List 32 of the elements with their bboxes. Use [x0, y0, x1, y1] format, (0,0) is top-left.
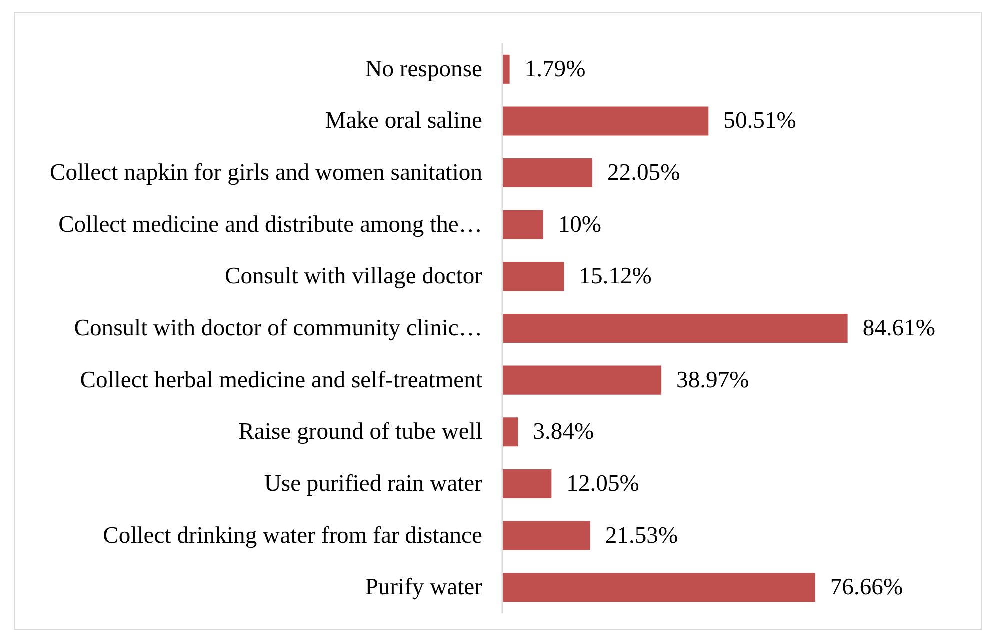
data-label: 21.53%	[605, 522, 678, 549]
bar	[502, 521, 590, 550]
y-tick-label: Raise ground of tube well	[238, 419, 483, 446]
data-label: 3.84%	[533, 419, 594, 446]
bar	[502, 469, 552, 498]
y-tick-label: Use purified rain water	[264, 470, 483, 497]
y-tick-label: Purify water	[365, 574, 483, 601]
bar	[502, 366, 662, 395]
data-label: 50.51%	[724, 108, 796, 134]
y-tick-label: Consult with village doctor	[224, 264, 483, 290]
data-label: 38.97%	[676, 367, 750, 394]
data-label: 84.61%	[862, 316, 936, 342]
bar	[502, 158, 592, 188]
bar	[502, 418, 518, 447]
data-label: 15.12%	[579, 264, 652, 290]
y-tick-label: Make oral saline	[325, 108, 483, 134]
y-tick-label: Collect napkin for girls and women sanitation	[50, 160, 483, 186]
bar	[502, 262, 564, 292]
data-label: 1.79%	[524, 56, 586, 82]
y-tick-label: Consult with doctor of community clinic…	[74, 316, 483, 342]
data-label: 10%	[558, 212, 602, 238]
bar	[502, 210, 544, 240]
bar	[502, 573, 816, 602]
bar	[502, 314, 848, 344]
y-tick-label: No response	[365, 56, 483, 82]
y-tick-label: Collect medicine and distribute among the…	[58, 212, 483, 238]
bar	[502, 106, 709, 136]
data-label: 22.05%	[607, 160, 680, 186]
data-label: 12.05%	[566, 470, 640, 497]
data-label: 76.66%	[830, 574, 904, 601]
y-tick-label: Collect drinking water from far distance	[103, 522, 483, 549]
y-tick-label: Collect herbal medicine and self-treatment	[80, 367, 483, 394]
